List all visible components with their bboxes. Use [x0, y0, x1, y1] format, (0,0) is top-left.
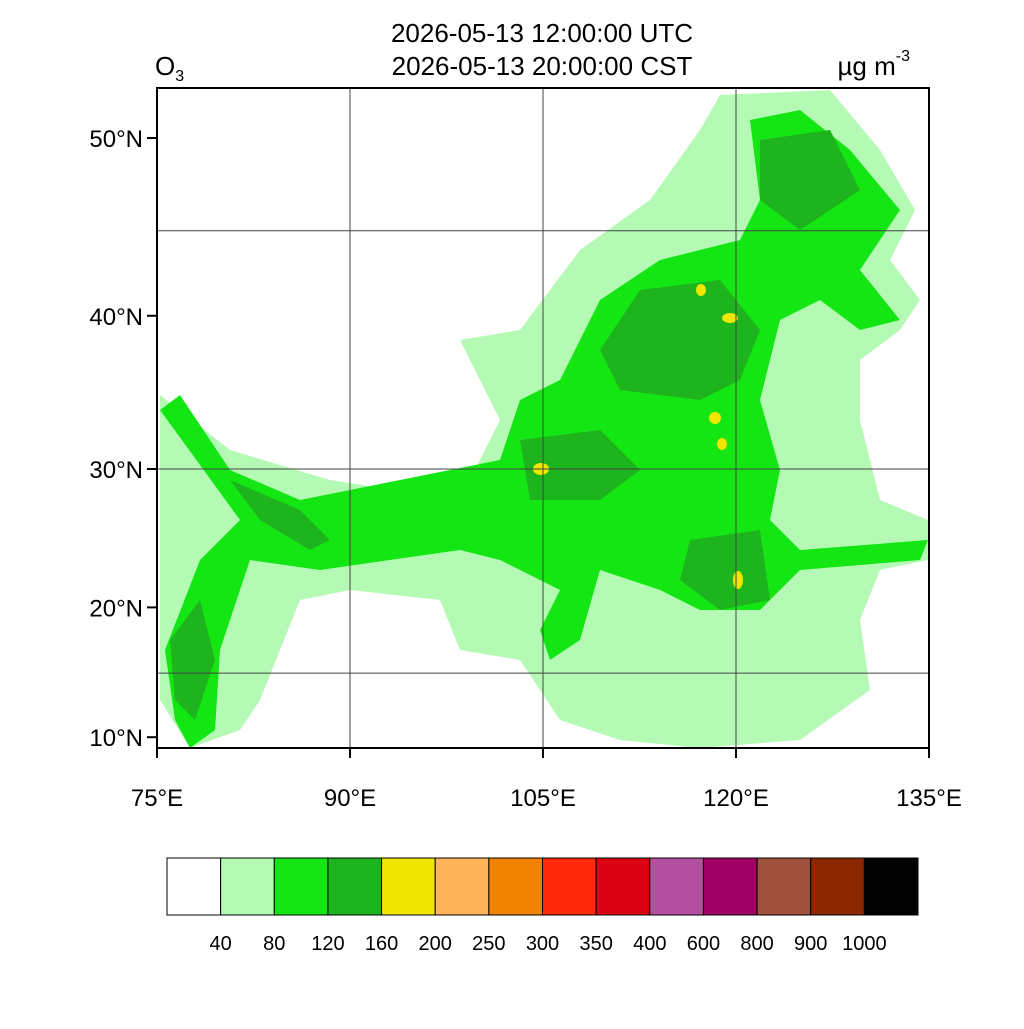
variable-label: O3: [155, 51, 184, 85]
colorbar-label: 250: [472, 933, 505, 955]
colorbar-label: 600: [687, 933, 720, 955]
field-patch: [600, 280, 760, 400]
colorbar-box: [810, 857, 865, 916]
x-tick-label: 120°E: [703, 785, 769, 812]
colorbar-box: [381, 857, 436, 916]
units-base: µg m: [837, 51, 895, 81]
y-tick-label: 50°N: [89, 126, 143, 153]
variable-sub: 3: [175, 68, 184, 85]
field-patch: [170, 600, 215, 720]
field-patch: [760, 130, 860, 230]
colorbar-box: [542, 857, 597, 916]
axis-ticks: 75°E 90°E 105°E 120°E 135°E 10°N 20°N 30°N 40°N 5…: [89, 126, 961, 812]
y-tick-label: 20°N: [89, 595, 143, 622]
title-local: 2026-05-13 20:00:00 CST: [392, 51, 693, 81]
field-patch: [722, 313, 738, 323]
x-tick-label: 75°E: [131, 785, 183, 812]
units-label: µg m-3: [837, 48, 910, 81]
variable-base: O: [155, 51, 175, 81]
x-tick-label: 90°E: [324, 785, 376, 812]
colorbar-box: [434, 857, 490, 916]
field-160-200: [533, 284, 743, 589]
colorbar-label: 800: [740, 933, 773, 955]
field-patch: [230, 480, 330, 550]
colorbar-label: 400: [633, 933, 666, 955]
colorbar-label: 300: [526, 933, 559, 955]
colorbar-label: 200: [419, 933, 452, 955]
colorbar-box: [649, 857, 704, 916]
colorbar-box: [220, 857, 275, 916]
title-utc: 2026-05-13 12:00:00 UTC: [391, 18, 693, 48]
field-patch: [520, 430, 640, 500]
colorbar-box: [488, 857, 544, 916]
y-tick-label: 10°N: [89, 725, 143, 752]
colorbar: 40 80 120 160 200 250 300 350 400 600 800 900 1000: [166, 857, 919, 955]
field-patch: [709, 412, 721, 424]
field-patch: [696, 284, 706, 296]
colorbar-box: [702, 857, 758, 916]
colorbar-label: 80: [263, 933, 285, 955]
field-patch: [680, 530, 770, 610]
colorbar-label: 1000: [842, 933, 887, 955]
colorbar-box: [273, 857, 329, 916]
field-120-160: [170, 130, 860, 720]
colorbar-label: 40: [210, 933, 232, 955]
colorbar-label: 120: [311, 933, 344, 955]
colorbar-label: 160: [365, 933, 398, 955]
y-tick-label: 30°N: [89, 457, 143, 484]
colorbar-box: [166, 857, 222, 916]
colorbar-box: [863, 857, 919, 916]
field-patch: [717, 438, 727, 450]
graticule: [157, 88, 929, 748]
y-tick-label: 40°N: [89, 304, 143, 331]
colorbar-box: [756, 857, 812, 916]
colorbar-box: [595, 857, 651, 916]
field-patch: [733, 571, 743, 589]
concentration-field: [160, 90, 928, 748]
colorbar-box: [327, 857, 383, 916]
x-tick-label: 105°E: [510, 785, 576, 812]
x-tick-label: 135°E: [896, 785, 962, 812]
units-sup: -3: [896, 48, 910, 65]
colorbar-label: 350: [579, 933, 612, 955]
colorbar-label: 900: [794, 933, 827, 955]
